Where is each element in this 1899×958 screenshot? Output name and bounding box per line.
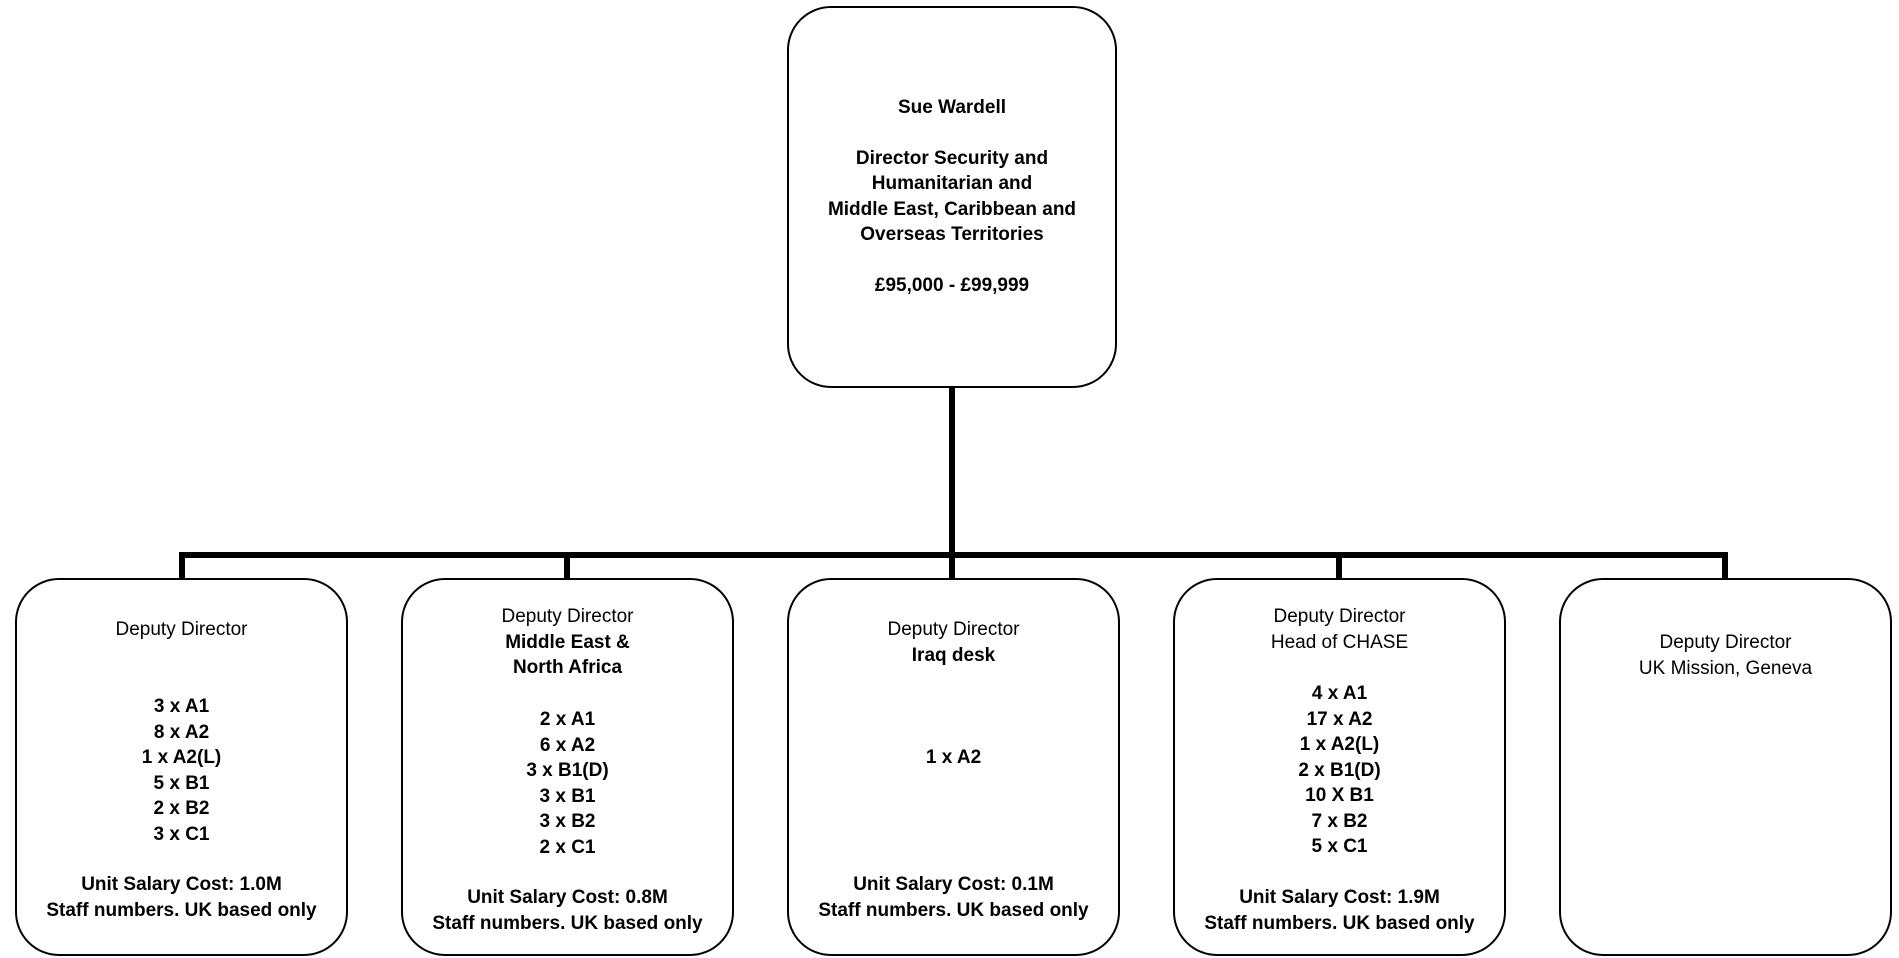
grade-item: 6 x A2 (539, 734, 596, 756)
grade-item: 5 x B1 (153, 772, 210, 794)
director-node: Sue Wardell Director Security and Humani… (787, 6, 1117, 388)
deputy-unit: UK Mission, Geneva (1638, 657, 1813, 679)
director-title-line: Overseas Territories (860, 224, 1044, 245)
deputy-unit: Iraq desk (911, 644, 996, 666)
grade-item: 7 x B2 (1311, 810, 1368, 832)
grade-item: 2 x B2 (153, 798, 210, 819)
deputy-node: Deputy Director Iraq desk 1 x A2 Unit Sa… (787, 578, 1120, 956)
staff-note: Staff numbers. UK based only (818, 899, 1089, 921)
grade-item: 1 x A2(L) (1299, 734, 1380, 755)
grade-item: 1 x A2(L) (141, 747, 222, 768)
deputy-role: Deputy Director (501, 606, 634, 627)
grade-item: 3 x A1 (153, 696, 210, 717)
deputy-node: Deputy Director UK Mission, Geneva (1559, 578, 1892, 956)
grade-item: 2 x C1 (539, 836, 596, 858)
grade-list: 4 x A1 17 x A2 1 x A2(L) 2 x B1(D) 10 X … (1175, 681, 1504, 860)
grade-item: 2 x A1 (539, 709, 596, 730)
unit-salary-cost: Unit Salary Cost: 0.1M (853, 874, 1054, 895)
deputy-role: Deputy Director (115, 619, 248, 640)
deputy-unit: Middle East & (505, 631, 630, 653)
director-name: Sue Wardell (897, 97, 1007, 118)
staff-note: Staff numbers. UK based only (46, 899, 317, 921)
grade-item: 4 x A1 (1311, 683, 1368, 704)
unit-salary-cost: Unit Salary Cost: 0.8M (467, 887, 668, 908)
grade-item: 3 x C1 (153, 823, 210, 845)
grade-item: 1 x A2 (925, 747, 982, 768)
grade-list: 2 x A1 6 x A2 3 x B1(D) 3 x B1 3 x B2 2 … (403, 707, 732, 860)
grade-list: 3 x A1 8 x A2 1 x A2(L) 5 x B1 2 x B2 3 … (17, 694, 346, 847)
director-title-line: Director Security and (855, 147, 1049, 169)
unit-salary-cost: Unit Salary Cost: 1.9M (1239, 887, 1440, 908)
grade-item: 17 x A2 (1306, 708, 1373, 730)
grade-item: 3 x B1 (539, 785, 596, 807)
deputy-unit: North Africa (512, 657, 623, 678)
grade-item: 5 x C1 (1311, 836, 1368, 857)
unit-salary-cost: Unit Salary Cost: 1.0M (81, 874, 282, 895)
deputy-role: Deputy Director (1659, 632, 1792, 653)
director-title-line: Middle East, Caribbean and (827, 198, 1077, 220)
deputy-node: Deputy Director Middle East & North Afri… (401, 578, 734, 956)
deputy-role: Deputy Director (1273, 606, 1406, 627)
director-salary: £95,000 - £99,999 (874, 274, 1030, 296)
staff-note: Staff numbers. UK based only (432, 912, 703, 934)
grade-item: 2 x B1(D) (1298, 759, 1381, 781)
grade-item: 3 x B2 (539, 811, 596, 832)
staff-note: Staff numbers. UK based only (1204, 912, 1475, 934)
grade-item: 8 x A2 (153, 721, 210, 743)
grade-item: 10 X B1 (1305, 785, 1374, 806)
grade-list: 1 x A2 (789, 745, 1118, 771)
deputy-node: Deputy Director 3 x A1 8 x A2 1 x A2(L) … (15, 578, 348, 956)
deputy-node: Deputy Director Head of CHASE 4 x A1 17 … (1173, 578, 1506, 956)
grade-item: 3 x B1(D) (526, 760, 609, 781)
deputy-unit: Head of CHASE (1270, 631, 1409, 653)
deputy-role: Deputy Director (887, 619, 1020, 640)
director-title-line: Humanitarian and (871, 173, 1033, 194)
